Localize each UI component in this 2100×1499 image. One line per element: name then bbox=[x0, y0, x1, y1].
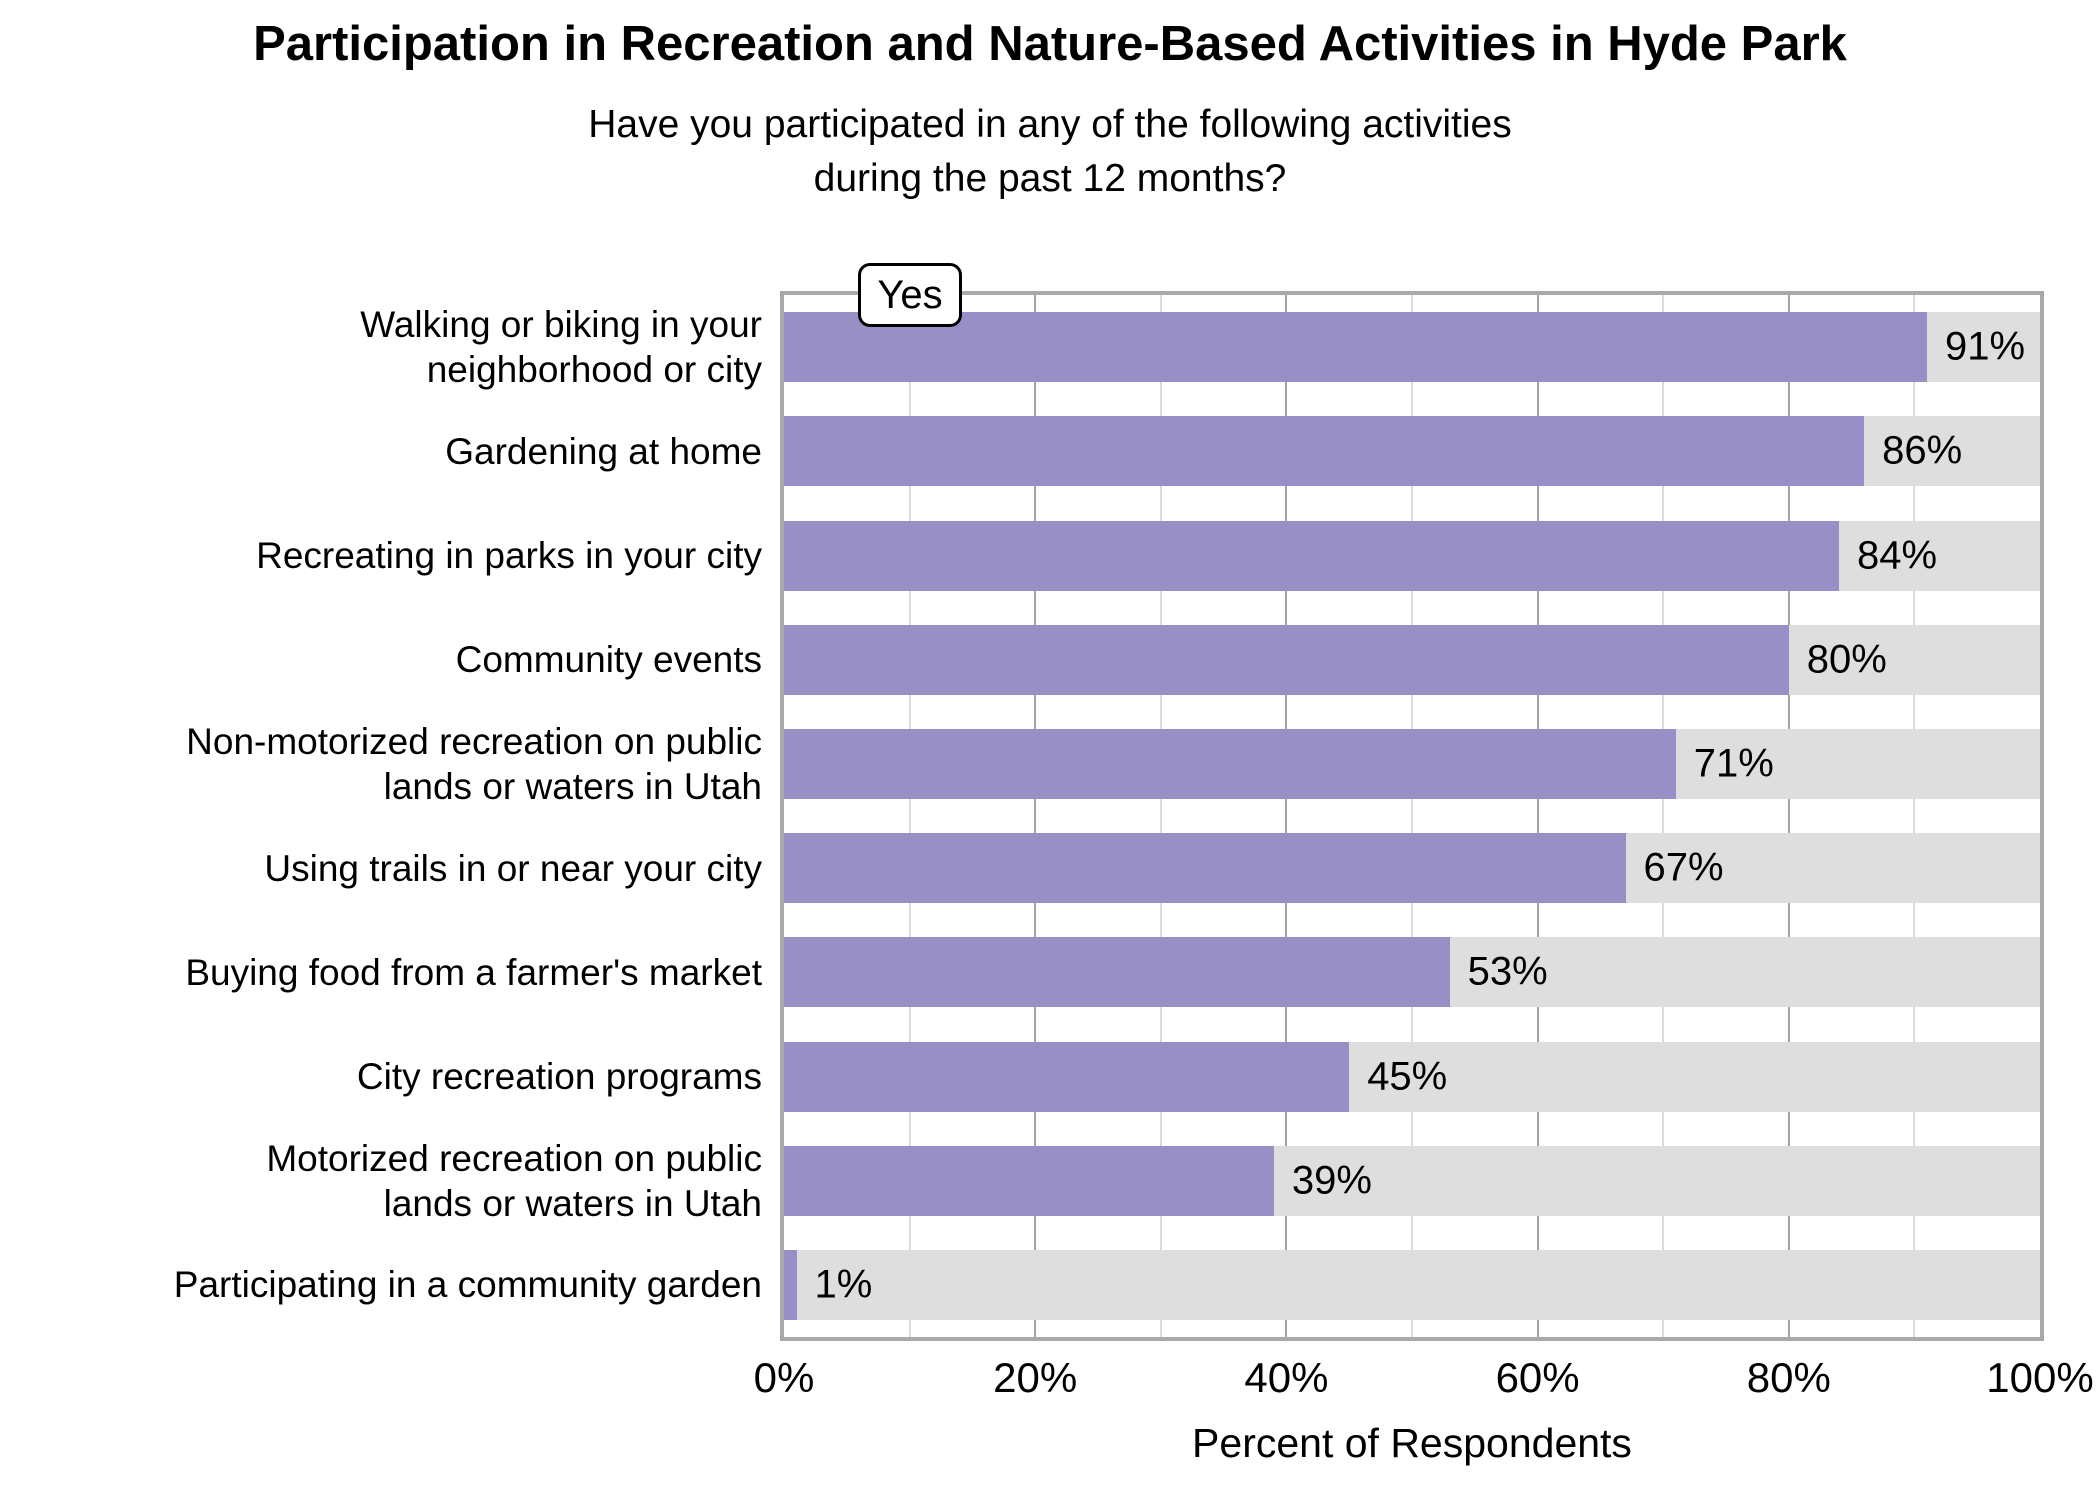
bar-track: 53% bbox=[784, 937, 2040, 1008]
bar-track: 45% bbox=[784, 1041, 2040, 1112]
bar-value-label: 80% bbox=[1806, 637, 1887, 682]
gridline-major bbox=[1285, 295, 1288, 1337]
x-tick-label: 0% bbox=[753, 1354, 815, 1401]
bar-fill bbox=[784, 416, 1865, 487]
bar-track: 67% bbox=[784, 833, 2040, 904]
bar-fill bbox=[784, 1041, 1350, 1112]
x-tick-label: 100% bbox=[1986, 1354, 2094, 1401]
bar-rows: 91% 86% 84% 80% 71% 67% 53% 45% 39% 1% bbox=[784, 295, 2040, 1337]
gridline-major bbox=[1034, 295, 1037, 1337]
x-tick-label: 20% bbox=[993, 1354, 1078, 1401]
gridline-major bbox=[1536, 295, 1539, 1337]
bar-row: 45% bbox=[784, 1024, 2040, 1128]
bar-row: 84% bbox=[784, 503, 2040, 607]
category-label: City recreation programs bbox=[356, 1055, 762, 1097]
bar-track: 86% bbox=[784, 416, 2040, 487]
bar-track: 71% bbox=[784, 728, 2040, 799]
bar-row: 71% bbox=[784, 712, 2040, 816]
x-tick-label: 40% bbox=[1244, 1354, 1329, 1401]
bar-fill bbox=[784, 1145, 1274, 1216]
category-label: Motorized recreation on public lands or … bbox=[266, 1137, 762, 1224]
bar-row: 67% bbox=[784, 816, 2040, 920]
gridline-minor bbox=[1159, 295, 1162, 1337]
bar-row: 80% bbox=[784, 608, 2040, 712]
gridline-minor bbox=[1662, 295, 1665, 1337]
chart-subtitle: Have you participated in any of the foll… bbox=[588, 103, 1512, 200]
bar-fill bbox=[784, 1249, 797, 1320]
category-label: Non-motorized recreation on public lands… bbox=[186, 720, 762, 807]
legend-yes-label: Yes bbox=[877, 272, 943, 317]
bar-fill bbox=[784, 728, 1676, 799]
bar-value-label: 71% bbox=[1693, 741, 1774, 786]
bar-fill bbox=[784, 937, 1450, 1008]
bar-row: 39% bbox=[784, 1129, 2040, 1233]
category-axis-labels: Walking or biking in your neighborhood o… bbox=[0, 295, 762, 1337]
bar-value-label: 84% bbox=[1857, 533, 1938, 577]
legend-yes: Yes bbox=[858, 263, 962, 327]
category-label: Community events bbox=[455, 639, 762, 681]
bar-value-label: 1% bbox=[814, 1262, 873, 1307]
bar-value-label: 39% bbox=[1291, 1158, 1372, 1203]
x-axis-title: Percent of Respondents bbox=[1192, 1420, 1632, 1466]
category-label: Participating in a community garden bbox=[173, 1264, 762, 1306]
bar-value-label: 53% bbox=[1467, 949, 1548, 994]
bar-row: 86% bbox=[784, 399, 2040, 503]
bar-row: 91% bbox=[784, 295, 2040, 399]
category-label: Walking or biking in your neighborhood o… bbox=[360, 303, 762, 391]
bar-track: 91% bbox=[784, 312, 2040, 383]
bar-value-label: 86% bbox=[1882, 428, 1963, 473]
gridline-minor bbox=[1913, 295, 1916, 1337]
bar-row: 53% bbox=[784, 920, 2040, 1024]
bar-value-label: 67% bbox=[1643, 845, 1724, 890]
category-label: Recreating in parks in your city bbox=[256, 534, 762, 576]
bar-track: 39% bbox=[784, 1145, 2040, 1216]
bar-fill bbox=[784, 520, 1840, 591]
gridline-minor bbox=[1411, 295, 1413, 1337]
bar-row: 1% bbox=[784, 1233, 2040, 1337]
bar-track: 1% bbox=[784, 1249, 2040, 1320]
bar-track: 84% bbox=[784, 520, 2040, 591]
category-label: Gardening at home bbox=[445, 430, 762, 472]
category-label: Buying food from a farmer's market bbox=[185, 951, 762, 993]
x-tick-label: 80% bbox=[1746, 1354, 1831, 1401]
bar-value-label: 45% bbox=[1367, 1054, 1448, 1099]
bar-fill bbox=[784, 624, 1789, 695]
category-label: Using trails in or near your city bbox=[264, 847, 762, 889]
x-tick-label: 60% bbox=[1495, 1354, 1580, 1401]
chart-title: Participation in Recreation and Nature-B… bbox=[253, 17, 1847, 71]
gridline-major bbox=[1787, 295, 1790, 1337]
gridline-minor bbox=[908, 295, 911, 1337]
bar-track: 80% bbox=[784, 624, 2040, 695]
bar-fill bbox=[784, 312, 1927, 383]
bar-fill bbox=[784, 833, 1626, 904]
bar-value-label: 91% bbox=[1944, 324, 2026, 369]
plot-area: 91% 86% 84% 80% 71% 67% 53% 45% 39% 1% bbox=[780, 291, 2044, 1341]
